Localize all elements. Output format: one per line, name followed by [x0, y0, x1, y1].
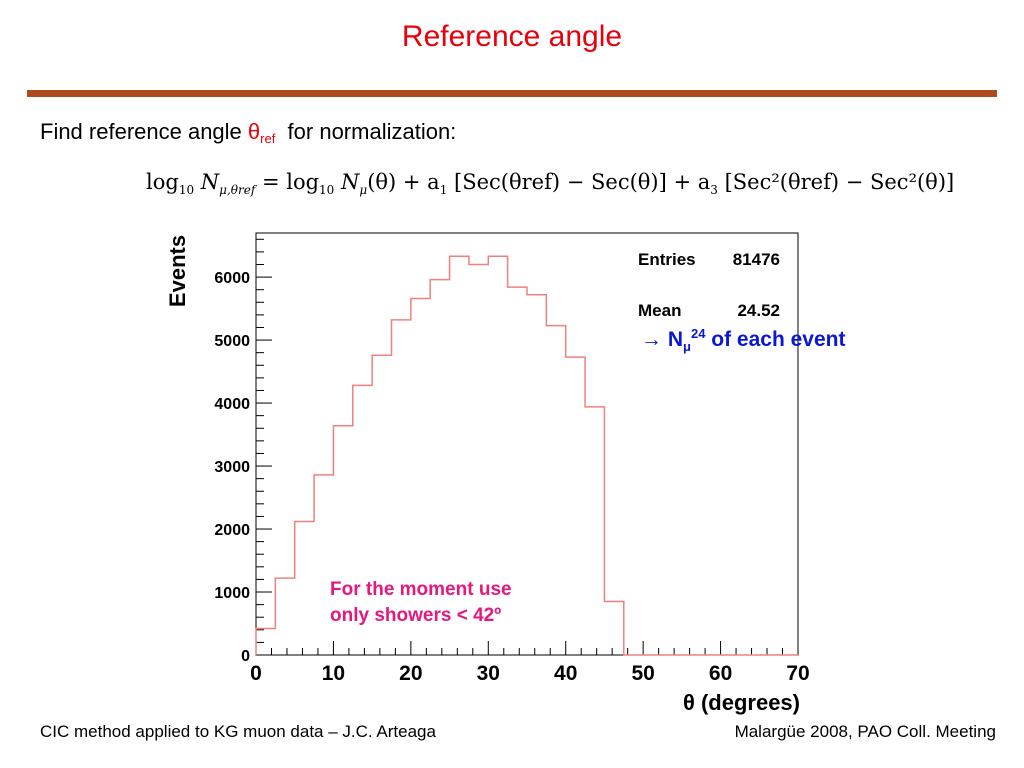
stats-mean-label: Mean	[638, 301, 681, 320]
theta-symbol: θ	[247, 119, 261, 144]
formula-plus-a3: + a	[666, 170, 711, 194]
formula-log-base-rhs: 10	[319, 183, 335, 198]
formula-n-rhs: N	[341, 170, 360, 194]
x-tick-label: 50	[631, 662, 654, 685]
shower-cut-line1: For the moment use	[330, 579, 512, 600]
formula-sec-term: [Sec(θref) − Sec(θ)]	[447, 170, 667, 194]
normalization-formula: log10 Nμ,θref = log10 Nμ(θ) + a1 [Sec(θr…	[146, 160, 954, 204]
x-tick-label: 70	[786, 662, 809, 685]
formula-theta-arg: (θ)	[367, 170, 397, 194]
histogram-bin	[527, 295, 546, 655]
formula-log-rhs: log	[286, 170, 320, 194]
histogram-step-line	[255, 255, 798, 656]
intro-text: Find reference angle θref for normalizat…	[40, 119, 456, 146]
muon-number-annotation: → Nμ24 of each event	[641, 326, 846, 354]
y-tick-label: 5000	[214, 333, 250, 350]
x-tick-label: 40	[554, 662, 577, 685]
x-tick-label: 20	[399, 662, 422, 685]
theta-ref-subscript: ref	[260, 131, 276, 146]
stats-entries-label: Entries	[638, 250, 696, 269]
intro-suffix: for normalization:	[275, 119, 457, 144]
histogram-bin	[275, 578, 294, 655]
x-axis-ticks: 0 10 20 30 40 50 60 70	[250, 641, 810, 685]
formula-lhs-subscript: μ,θref	[219, 183, 256, 198]
shower-cut-line2: only showers < 42º	[330, 605, 502, 626]
histogram-bin	[604, 601, 623, 655]
events-histogram: 0 1000 2000 3000 4000 5000 6000 0 10 20 30 40 50 60 7…	[165, 232, 810, 715]
footer-left: CIC method applied to KG muon data – J.C…	[40, 722, 436, 741]
histogram-bin	[585, 407, 604, 655]
annotation-24: 24	[690, 326, 706, 341]
y-tick-label: 0	[241, 648, 250, 665]
histogram-bin	[256, 629, 275, 655]
formula-n: N	[200, 170, 220, 194]
annotation-mu: μ	[683, 339, 691, 355]
stats-entries-value: 81476	[733, 250, 780, 269]
footer-right: Malargüe 2008, PAO Coll. Meeting	[734, 722, 996, 741]
shower-cut-note: For the moment use only showers < 42º	[330, 577, 512, 629]
y-tick-label: 1000	[214, 585, 250, 602]
histogram-bin	[546, 326, 565, 655]
x-tick-label: 60	[709, 662, 732, 685]
formula-mu: μ	[359, 183, 368, 198]
y-axis-label: Events	[165, 235, 190, 307]
plot-frame	[255, 232, 799, 656]
slide-title: Reference angle	[401, 20, 623, 53]
x-tick-label: 30	[477, 662, 500, 685]
formula-a1-subscript: 1	[439, 183, 448, 198]
formula-equals: =	[255, 170, 287, 194]
title-divider	[27, 90, 997, 97]
intro-prefix: Find reference angle	[40, 119, 248, 144]
formula-plus-a1: + a	[396, 170, 440, 194]
y-axis-ticks: 0 1000 2000 3000 4000 5000 6000	[214, 238, 272, 665]
x-axis-label: θ (degrees)	[683, 690, 800, 715]
annotation-arrow-n: → N	[641, 328, 683, 351]
x-tick-label: 10	[322, 662, 345, 685]
formula-sec2-term: [Sec²(θref) − Sec²(θ)]	[717, 170, 955, 194]
y-tick-label: 6000	[214, 270, 250, 287]
y-tick-label: 2000	[214, 522, 250, 539]
x-tick-label: 0	[250, 662, 262, 685]
stats-mean-value: 24.52	[737, 301, 780, 320]
histogram-bin	[566, 357, 585, 655]
y-tick-label: 4000	[214, 396, 250, 413]
y-tick-label: 3000	[214, 459, 250, 476]
annotation-tail: of each event	[705, 328, 846, 351]
formula-log: log	[146, 170, 179, 194]
formula-a3-subscript: 3	[710, 183, 718, 198]
formula-log-base: 10	[178, 183, 195, 198]
histogram-bin	[295, 521, 314, 655]
